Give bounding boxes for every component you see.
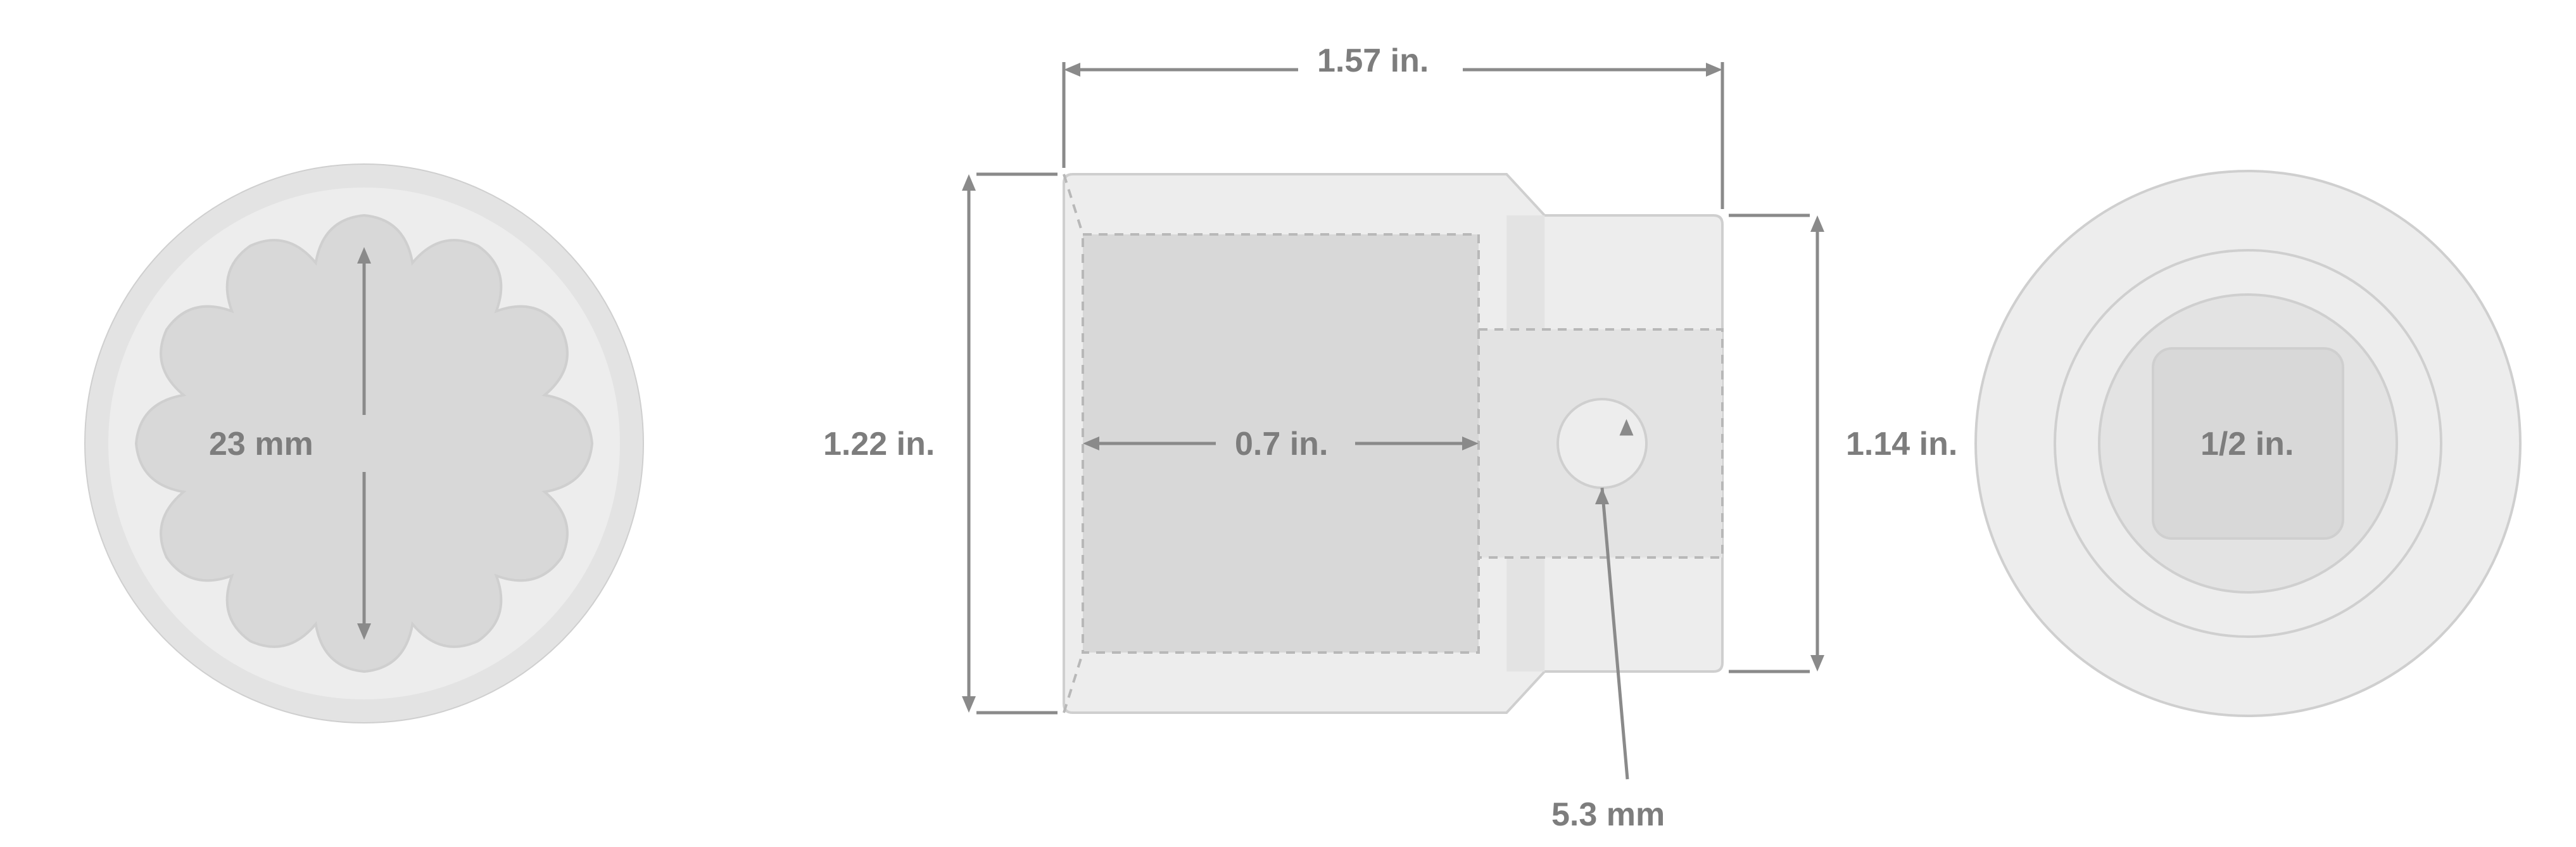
left-height-label: 1.22 in. xyxy=(823,425,935,463)
diagram-svg xyxy=(0,0,2576,847)
socket-depth-label: 0.7 in. xyxy=(1235,425,1328,463)
front-view-size-label: 23 mm xyxy=(209,425,313,463)
overall-length-label: 1.57 in. xyxy=(1317,42,1429,80)
right-height-label: 1.14 in. xyxy=(1846,425,1957,463)
ball-hole-dia-label: 5.3 mm xyxy=(1551,796,1665,834)
drive-size-label: 1/2 in. xyxy=(2200,425,2294,463)
